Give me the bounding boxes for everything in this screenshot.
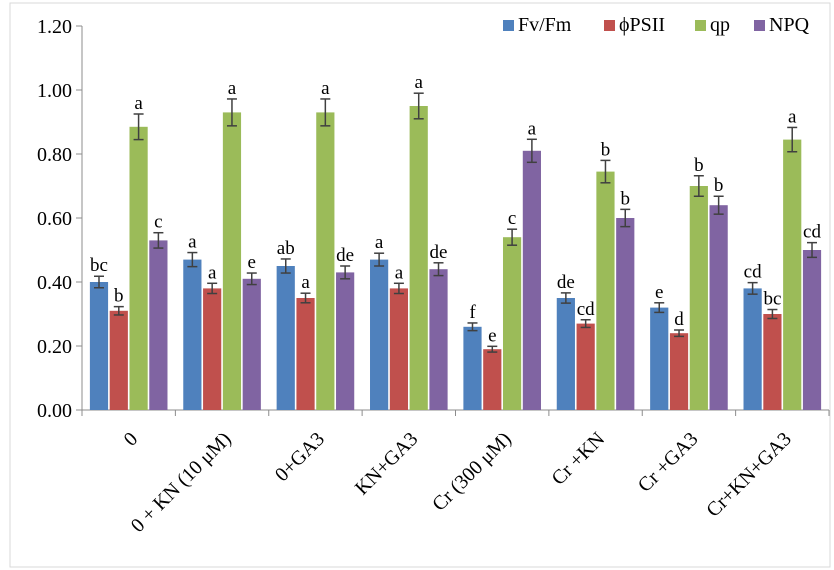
- y-tick-label: 0.60: [37, 208, 72, 230]
- sig-label-1-5: cd: [577, 299, 595, 320]
- sig-label-0-2: ab: [277, 238, 295, 259]
- legend-swatch-0: [503, 20, 514, 31]
- sig-label-3-5: b: [621, 188, 631, 209]
- sig-label-0-3: a: [375, 232, 384, 253]
- sig-label-3-0: c: [154, 212, 162, 233]
- bar-2-2: [316, 112, 335, 411]
- category-label-4: Cr (300 μM): [428, 428, 516, 516]
- bar-0-1: [183, 259, 202, 410]
- sig-label-1-7: bc: [763, 289, 781, 310]
- bar-1-3: [389, 288, 409, 410]
- sig-label-2-0: a: [134, 93, 143, 114]
- bar-3-5: [616, 218, 635, 410]
- bar-1-0: [109, 310, 128, 410]
- sig-label-3-1: e: [248, 252, 256, 273]
- sig-label-1-6: d: [674, 309, 684, 330]
- bar-2-3: [409, 106, 428, 410]
- category-label-6: Cr +GA3: [634, 428, 703, 497]
- bar-2-6: [689, 186, 708, 410]
- bar-3-4: [522, 150, 541, 411]
- bar-0-7: [743, 288, 762, 410]
- sig-label-2-7: a: [788, 106, 797, 127]
- bar-1-7: [763, 314, 782, 410]
- legend-swatch-1: [604, 20, 615, 31]
- sig-label-2-4: c: [508, 208, 516, 229]
- legend-swatch-2: [695, 20, 706, 31]
- bar-0-4: [463, 326, 482, 410]
- sig-label-3-6: b: [714, 175, 724, 196]
- bar-3-0: [149, 240, 168, 410]
- category-label-1: 0 + KN (10 μM): [127, 428, 236, 537]
- sig-label-1-3: a: [395, 262, 404, 283]
- sig-label-2-2: a: [321, 78, 330, 99]
- sig-label-2-5: b: [601, 139, 611, 160]
- bar-1-1: [203, 288, 222, 410]
- bar-0-0: [89, 282, 109, 410]
- y-tick-label: 0.80: [37, 144, 72, 166]
- bar-1-6: [669, 333, 689, 410]
- legend-label-0: Fv/Fm: [518, 14, 572, 36]
- sig-label-3-2: de: [336, 245, 354, 266]
- bar-0-3: [370, 259, 389, 410]
- sig-label-1-0: b: [114, 286, 124, 307]
- bar-0-5: [556, 298, 575, 410]
- category-label-2: 0+GA3: [271, 428, 329, 486]
- sig-label-1-4: e: [488, 325, 496, 346]
- category-label-3: KN+GA3: [351, 428, 422, 499]
- bars: [89, 92, 822, 411]
- legend-label-3: NPQ: [769, 14, 810, 36]
- category-labels: 00 + KN (10 μM) 0+GA3 KN+GA3 Cr (300 μM) Cr …: [120, 428, 796, 537]
- bar-3-2: [336, 272, 355, 410]
- sig-label-1-2: a: [301, 272, 310, 293]
- bar-2-7: [783, 139, 802, 410]
- bar-1-2: [296, 298, 315, 410]
- bar-1-4: [483, 349, 502, 410]
- y-tick-label: 1.00: [37, 80, 72, 102]
- sig-label-0-1: a: [188, 232, 197, 253]
- bar-3-1: [242, 278, 261, 410]
- y-tick-label: 0.00: [37, 400, 72, 422]
- significance-labels: bcbacaaaeabaadeaaadefecadecdbbedbbcdbcac…: [90, 72, 821, 346]
- sig-label-0-4: f: [469, 302, 476, 323]
- sig-label-3-3: de: [430, 242, 448, 263]
- legend-label-2: qp: [710, 14, 730, 36]
- category-label-5: Cr +KN: [547, 428, 609, 490]
- sig-label-2-1: a: [228, 78, 237, 99]
- chart-frame: [9, 2, 831, 568]
- sig-label-0-0: bc: [90, 255, 108, 276]
- sig-label-3-4: a: [528, 118, 537, 139]
- bar-0-6: [650, 307, 669, 410]
- bar-3-6: [709, 205, 728, 410]
- bar-2-4: [502, 237, 522, 410]
- bar-3-7: [802, 250, 822, 410]
- axes: 0.00 0.20 0.40 0.60 0.80 1.00 1.20: [9, 2, 831, 568]
- sig-label-1-1: a: [208, 262, 217, 283]
- legend-swatch-3: [754, 20, 765, 31]
- category-label-7: Cr+KN+GA3: [702, 428, 796, 522]
- sig-label-2-3: a: [414, 72, 423, 93]
- bar-3-3: [429, 269, 448, 410]
- legend: Fv/Fm ϕPSII qp NPQ: [503, 14, 810, 36]
- sig-label-0-7: cd: [744, 262, 762, 283]
- sig-label-0-5: de: [557, 272, 575, 293]
- bar-2-5: [596, 171, 615, 410]
- sig-label-3-7: cd: [803, 222, 821, 243]
- legend-label-1: ϕPSII: [619, 14, 665, 36]
- y-tick-label: 1.20: [37, 16, 72, 38]
- y-tick-label: 0.20: [37, 336, 72, 358]
- category-label-0: 0: [120, 428, 143, 451]
- bar-2-1: [222, 112, 242, 411]
- bar-1-5: [576, 323, 595, 410]
- sig-label-0-6: e: [655, 282, 663, 303]
- bar-2-0: [129, 126, 148, 411]
- y-tick-label: 0.40: [37, 272, 72, 294]
- bar-0-2: [276, 266, 295, 410]
- sig-label-2-6: b: [694, 155, 704, 176]
